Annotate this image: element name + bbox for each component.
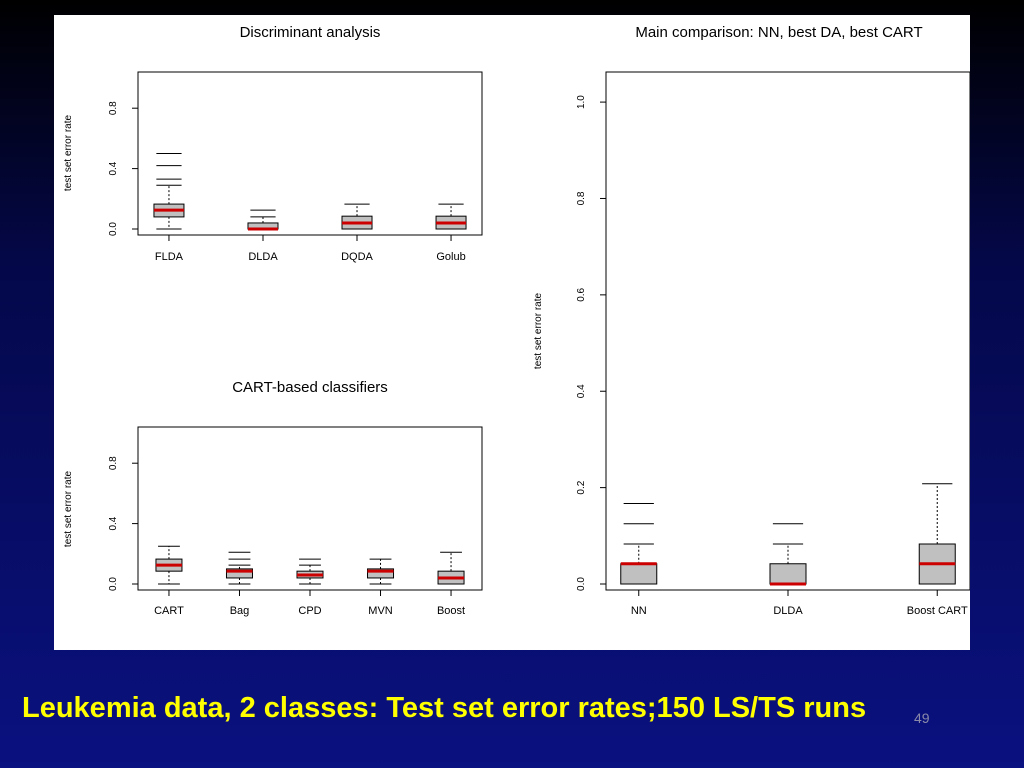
y-tick-label: 0.4	[108, 516, 119, 530]
panel-title: CART-based classifiers	[232, 379, 388, 396]
y-tick-label: 0.0	[576, 577, 587, 591]
iqr-box	[769, 563, 807, 585]
x-tick-label: CPD	[298, 605, 321, 617]
x-tick-label: Boost CART	[907, 605, 968, 617]
y-tick-label: 1.0	[576, 95, 587, 109]
x-tick-label: NN	[631, 605, 647, 617]
y-axis-label: test set error rate	[63, 114, 74, 191]
y-tick-label: 0.8	[108, 101, 119, 115]
figure-panel: Discriminant analysis test set error rate…	[54, 15, 970, 650]
y-tick-label: 0.8	[108, 456, 119, 470]
panel-title: Discriminant analysis	[240, 24, 381, 41]
y-tick-label: 0.8	[576, 191, 587, 205]
plot-frame	[605, 71, 970, 591]
y-tick-label: 0.6	[576, 287, 587, 301]
y-tick-label: 0.0	[108, 222, 119, 236]
x-tick-label: DLDA	[773, 605, 803, 617]
x-tick-label: DQDA	[341, 251, 373, 263]
y-tick-label: 0.4	[576, 384, 587, 398]
iqr-box	[620, 563, 658, 585]
x-tick-label: CART	[154, 605, 184, 617]
y-tick-label: 0.2	[576, 480, 587, 494]
iqr-box	[225, 568, 253, 579]
plot-frame	[137, 71, 483, 236]
panel-title: Main comparison: NN, best DA, best CART	[635, 24, 922, 41]
x-tick-label: DLDA	[248, 251, 278, 263]
x-tick-label: Bag	[230, 605, 250, 617]
y-tick-label: 0.0	[108, 577, 119, 591]
y-axis-label: test set error rate	[63, 470, 74, 547]
y-tick-label: 0.4	[108, 161, 119, 175]
x-tick-label: Boost	[437, 605, 465, 617]
x-tick-label: FLDA	[155, 251, 184, 263]
boxplot-figure: Discriminant analysis test set error rate…	[63, 24, 970, 617]
x-tick-label: MVN	[368, 605, 393, 617]
iqr-box	[367, 568, 395, 579]
y-axis-label: test set error rate	[533, 292, 544, 369]
x-tick-label: Golub	[436, 251, 465, 263]
slide-caption: Leukemia data, 2 classes: Test set error…	[22, 692, 867, 724]
slide-number: 49	[914, 710, 930, 726]
